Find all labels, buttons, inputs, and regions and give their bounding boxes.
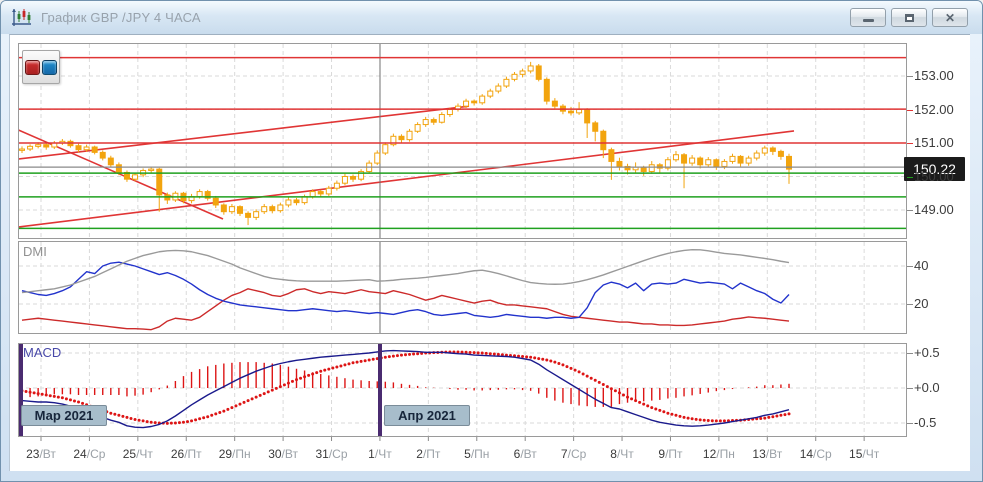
restore-icon	[904, 13, 914, 22]
scale-tick	[907, 143, 913, 144]
day-label: 7/Ср	[560, 447, 587, 461]
day-label: 26/Пт	[170, 447, 202, 461]
minimize-icon	[862, 19, 874, 22]
day-label: 30/Вт	[268, 447, 298, 461]
restore-button[interactable]	[891, 8, 927, 27]
macd-scale-label: +0.5	[914, 345, 940, 360]
dmi-canvas[interactable]	[19, 242, 906, 333]
day-label: 31/Ср	[315, 447, 348, 461]
scale-tick	[907, 304, 913, 305]
macd-scale-label: -0.5	[914, 415, 937, 430]
scale-tick	[907, 76, 913, 77]
scale-tick	[907, 176, 913, 178]
price-scale-label: 149.00	[914, 202, 954, 217]
scale-tick	[907, 109, 913, 111]
blue-tool-button[interactable]	[42, 59, 57, 75]
price-scale-label: 152.00	[914, 101, 954, 117]
day-label: 23/Вт	[26, 447, 56, 461]
macd-canvas[interactable]	[19, 344, 906, 436]
scale-tick	[907, 423, 913, 424]
price-scale-label: 153.00	[914, 68, 954, 83]
dmi-scale-label: 40	[914, 258, 929, 273]
price-chart-canvas[interactable]	[19, 44, 906, 238]
day-label: 1/Чт	[368, 447, 392, 461]
day-label: 5/Пн	[464, 447, 490, 461]
macd-scale-label: +0.0	[914, 380, 940, 395]
close-button[interactable]: ✕	[932, 8, 968, 27]
window-title: График GBP /JPY 4 ЧАСА	[41, 10, 201, 25]
chart-toolbar	[22, 50, 60, 84]
minimize-button[interactable]	[850, 8, 886, 27]
dmi-scale-label: 20	[914, 296, 929, 311]
price-scale-label: 150.00	[914, 168, 954, 184]
scale-tick	[907, 353, 913, 354]
current-price-value: 150.22	[913, 161, 956, 177]
scale-tick	[907, 266, 913, 267]
dmi-label: DMI	[23, 244, 47, 259]
day-label: 8/Чт	[610, 447, 634, 461]
month-badge-march[interactable]: Мар 2021	[21, 405, 107, 426]
scale-tick	[907, 388, 913, 389]
macd-label: MACD	[23, 345, 62, 360]
red-tool-button[interactable]	[25, 59, 40, 75]
window-controls: ✕	[850, 8, 968, 27]
day-label: 13/Вт	[752, 447, 783, 461]
price-chart-panel[interactable]	[18, 43, 907, 239]
day-label: 14/Ср	[799, 447, 832, 461]
current-price-badge: 150.22	[904, 157, 965, 181]
chart-app-icon	[12, 8, 31, 26]
month-badge-label: Апр 2021	[398, 408, 456, 423]
day-label: 6/Вт	[513, 447, 537, 461]
day-label: 2/Пт	[416, 447, 441, 461]
day-label: 29/Пн	[218, 447, 251, 461]
day-label: 15/Чт	[849, 447, 880, 461]
title-bar[interactable]: График GBP /JPY 4 ЧАСА ✕	[1, 1, 982, 34]
month-badge-label: Мар 2021	[34, 408, 94, 423]
dmi-panel[interactable]	[18, 241, 907, 334]
day-label: 24/Ср	[73, 447, 106, 461]
time-axis-ticks	[40, 437, 865, 441]
price-scale-label: 151.00	[914, 135, 954, 150]
close-icon: ✕	[944, 10, 956, 25]
scale-tick	[907, 210, 913, 211]
day-label: 12/Пн	[702, 447, 735, 461]
day-label: 9/Пт	[658, 447, 683, 461]
day-label: 25/Чт	[122, 447, 153, 461]
month-badge-april[interactable]: Апр 2021	[384, 405, 470, 426]
